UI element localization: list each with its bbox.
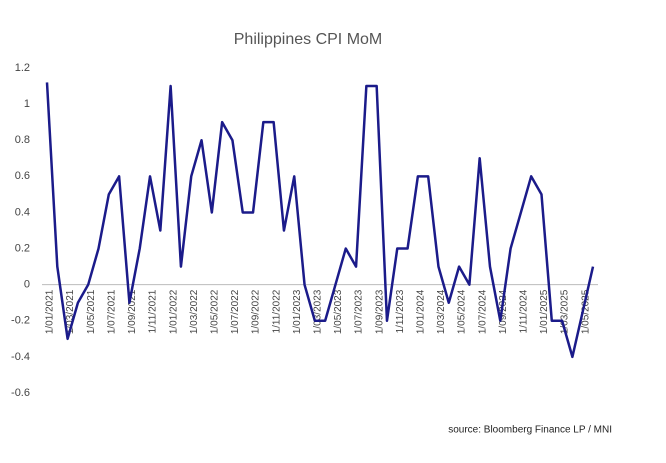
x-tick-label: 1/01/2021 [45, 289, 56, 334]
y-tick-label: -0.4 [11, 351, 30, 363]
x-tick-label: 1/05/2021 [86, 289, 97, 334]
y-tick-label: 0.4 [15, 206, 30, 218]
x-tick-label: 1/09/2023 [374, 289, 385, 334]
y-tick-label: -0.6 [11, 387, 30, 399]
x-tick-label: 1/07/2024 [477, 289, 488, 334]
x-tick-label: 1/01/2022 [168, 289, 179, 334]
x-tick-label: 1/11/2022 [271, 289, 282, 333]
x-tick-label: 1/03/2025 [560, 289, 571, 334]
x-tick-label: 1/01/2025 [539, 289, 550, 334]
x-tick-label: 1/03/2024 [436, 289, 447, 334]
y-tick-label: 0 [24, 279, 30, 291]
x-tick-label: 1/07/2022 [230, 289, 241, 334]
y-tick-label: -0.2 [11, 315, 30, 327]
y-tick-label: 0.8 [15, 134, 30, 146]
source-note: source: Bloomberg Finance LP / MNI [448, 425, 612, 436]
y-tick-label: 1 [24, 98, 30, 110]
data-line [45, 82, 595, 359]
x-tick-label: 1/05/2022 [209, 289, 220, 334]
x-tick-label: 1/01/2023 [292, 289, 303, 334]
x-tick-label: 1/09/2022 [251, 289, 262, 334]
x-tick-label: 1/05/2024 [457, 289, 468, 334]
x-tick-label: 1/11/2023 [395, 289, 406, 333]
x-tick-label: 1/01/2024 [416, 289, 427, 334]
x-tick-label: 1/07/2021 [106, 289, 117, 334]
x-tick-label: 1/07/2023 [354, 289, 365, 334]
y-tick-label: 0.2 [15, 242, 30, 254]
x-tick-label: 1/09/2021 [127, 289, 138, 334]
x-tick-label: 1/09/2024 [498, 289, 509, 334]
chart-title: Philippines CPI MoM [234, 31, 383, 48]
x-tick-label: 1/03/2021 [65, 289, 76, 334]
x-tick-label: 1/11/2024 [519, 289, 530, 333]
x-tick-label: 1/03/2023 [312, 289, 323, 334]
y-tick-label: 0.6 [15, 170, 30, 182]
x-tick-label: 1/11/2021 [148, 289, 159, 333]
x-tick-label: 1/05/2025 [580, 289, 591, 334]
y-tick-label: 1.2 [15, 62, 30, 74]
x-tick-label: 1/05/2023 [333, 289, 344, 334]
x-tick-label: 1/03/2022 [189, 289, 200, 334]
